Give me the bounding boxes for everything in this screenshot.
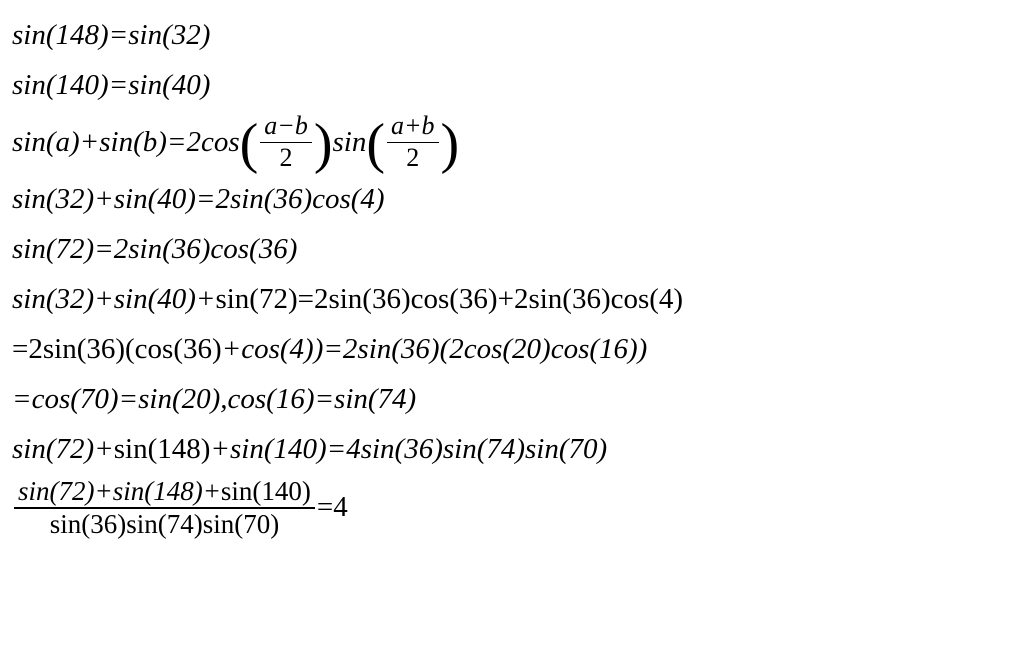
equation-line-8: =cos(70)=sin(20),cos(16)=sin(74) <box>12 377 1014 423</box>
equation-line-6: sin(32)+sin(40)+sin(72)=2sin(36)cos(36)+… <box>12 277 1014 323</box>
fraction: a+b 2 <box>387 112 439 173</box>
fraction-numerator: sin(72)+sin(148)+sin(140) <box>14 477 315 507</box>
fraction-denominator: 2 <box>276 144 297 173</box>
fraction-denominator: 2 <box>402 144 423 173</box>
math-text: sin(a)+sin(b)=2cos <box>12 126 240 159</box>
equation-line-1: sin(148)=sin(32) <box>12 12 1014 58</box>
math-text: sin(32)+sin(40)+ <box>12 283 215 316</box>
math-text: sin(32)+sin(40)=2sin(36)cos(4) <box>12 183 385 216</box>
fraction-denominator: sin(36)sin(74)sin(70) <box>46 510 283 540</box>
math-text: =2sin(36)(cos(36) <box>12 333 222 366</box>
math-text: =4 <box>317 491 348 524</box>
math-text: +cos(4))=2sin(36)(2cos(20)cos(16)) <box>222 333 648 366</box>
math-text: sin <box>332 126 366 159</box>
math-text: sin(140) <box>221 476 311 506</box>
equation-line-5: sin(72)=2sin(36)cos(36) <box>12 227 1014 273</box>
equation-line-4: sin(32)+sin(40)=2sin(36)cos(4) <box>12 177 1014 223</box>
fraction-numerator: a−b <box>260 112 312 141</box>
fraction: a−b 2 <box>260 112 312 173</box>
equation-line-2: sin(140)=sin(40) <box>12 62 1014 108</box>
math-text: sin(140)=sin(40) <box>12 69 210 102</box>
math-text: =cos(70)=sin(20),cos(16)=sin(74) <box>12 383 416 416</box>
fraction-numerator: a+b <box>387 112 439 141</box>
fraction: sin(72)+sin(148)+sin(140) sin(36)sin(74)… <box>14 477 315 540</box>
math-text: sin(148)=sin(32) <box>12 19 210 52</box>
math-text: sin(72)=2sin(36)cos(36) <box>12 233 297 266</box>
math-text: sin(148) <box>114 433 211 466</box>
math-text: sin(72)+sin(148)+ <box>18 476 221 506</box>
math-text: sin(72)+ <box>12 433 114 466</box>
math-text: +sin(140)=4sin(36)sin(74)sin(70) <box>210 433 607 466</box>
equation-line-9: sin(72)+sin(148)+sin(140)=4sin(36)sin(74… <box>12 427 1014 473</box>
math-text: sin(72)=2sin(36)cos(36)+2sin(36)cos(4) <box>215 283 683 316</box>
equation-line-10: sin(72)+sin(148)+sin(140) sin(36)sin(74)… <box>12 477 1014 540</box>
equation-line-7: =2sin(36)(cos(36)+cos(4))=2sin(36)(2cos(… <box>12 327 1014 373</box>
equation-line-3: sin(a)+sin(b)=2cos ( a−b 2 ) sin ( a+b 2… <box>12 112 1014 173</box>
